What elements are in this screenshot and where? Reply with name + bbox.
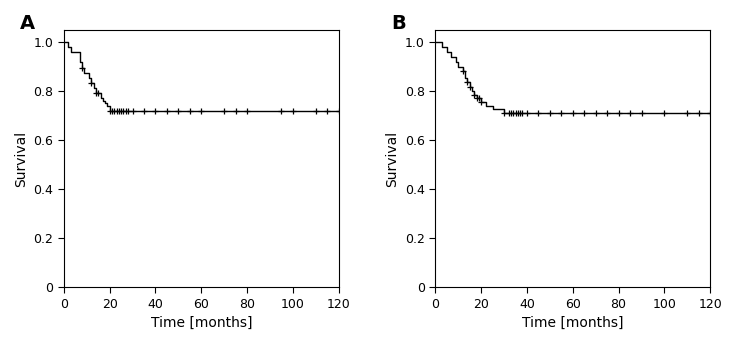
X-axis label: Time [months]: Time [months]	[522, 316, 623, 330]
Y-axis label: Survival: Survival	[14, 130, 28, 186]
Text: A: A	[20, 14, 35, 33]
Y-axis label: Survival: Survival	[386, 130, 400, 186]
Text: B: B	[392, 14, 406, 33]
X-axis label: Time [months]: Time [months]	[151, 316, 252, 330]
